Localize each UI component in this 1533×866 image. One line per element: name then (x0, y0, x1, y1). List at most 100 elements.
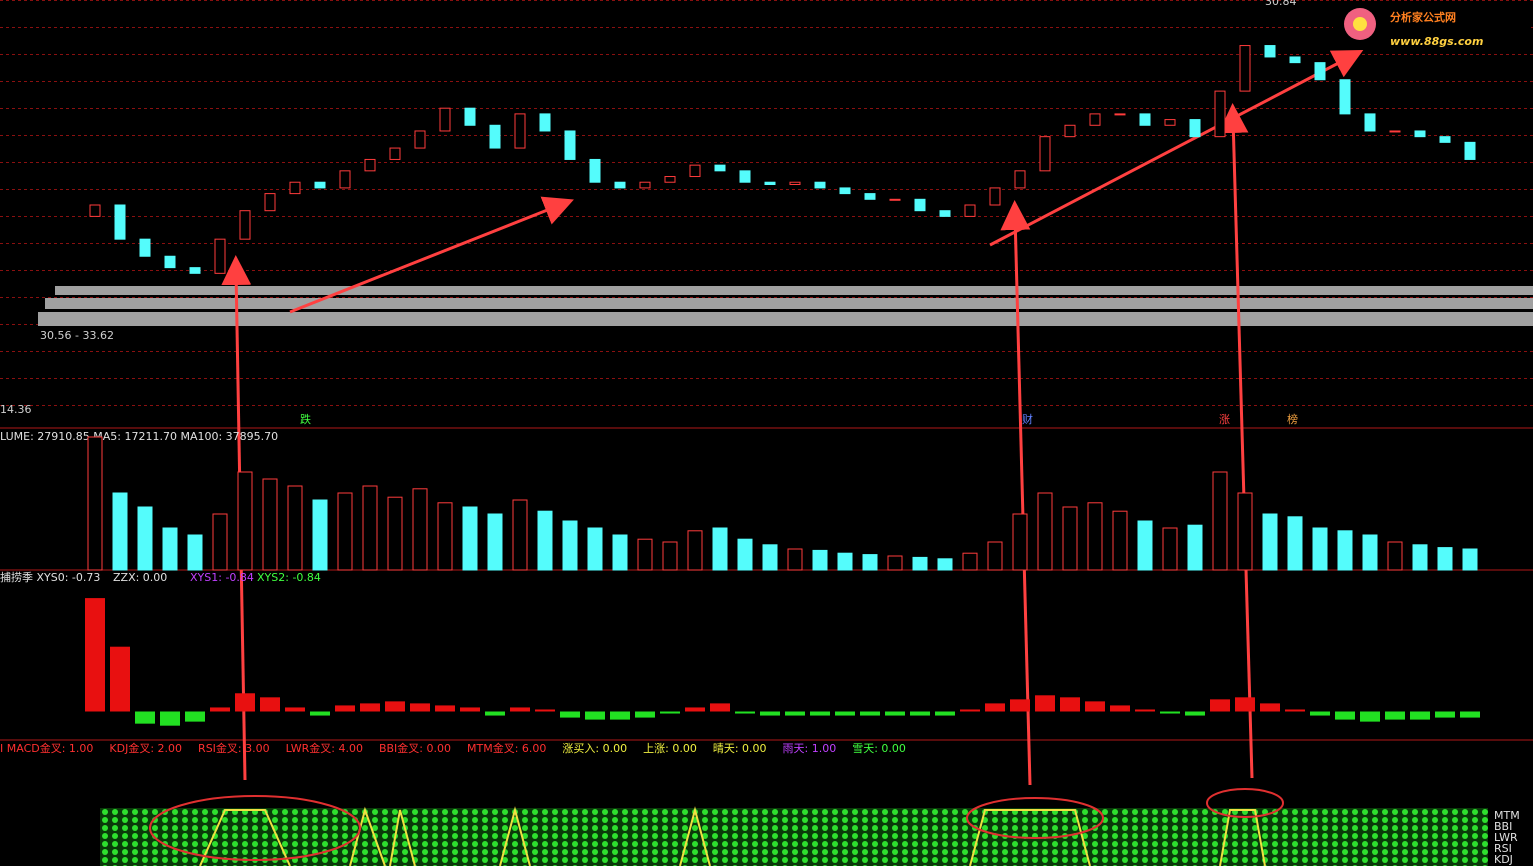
candle (614, 181, 626, 189)
indicator-bar (210, 707, 230, 712)
indicator-bar (635, 711, 655, 718)
indicator-bar (1460, 711, 1480, 718)
indicator-bar (710, 703, 730, 712)
volume-bar (837, 552, 853, 571)
volume-bar (1462, 548, 1478, 571)
candle (289, 181, 301, 195)
candle (914, 198, 926, 212)
candle (689, 164, 701, 178)
indicator-bar (785, 711, 805, 716)
volume-bar (337, 492, 353, 571)
side-label: MTM (1494, 809, 1520, 822)
indicator-bar (1260, 703, 1280, 712)
indicator-bar (1110, 705, 1130, 712)
candle (564, 130, 576, 160)
indicator-bar (1160, 711, 1180, 714)
volume-bar (137, 506, 153, 571)
signal-label: BBI金叉: 0.00 (379, 741, 451, 755)
volume-bar (1087, 502, 1103, 571)
volume-bar (462, 506, 478, 571)
marker: 涨 (1219, 413, 1230, 426)
volume-bar (762, 544, 778, 571)
candle (739, 170, 751, 183)
indicator-bar (460, 707, 480, 712)
candle (1239, 45, 1251, 92)
volume-bar (1137, 520, 1153, 571)
price-label: 14.36 (0, 403, 32, 416)
volume-legend: LUME: 27910.85 MA5: 17211.70 MA100: 3789… (0, 430, 278, 443)
volume-bar (362, 485, 378, 571)
candle (789, 181, 801, 186)
volume-bar (1162, 527, 1178, 571)
indicator-bar (760, 711, 780, 716)
indicator-bar (560, 711, 580, 718)
volume-bar (412, 488, 428, 571)
indicator-bar (335, 705, 355, 712)
volume-bar (312, 499, 328, 571)
candle (364, 158, 376, 172)
indicator-legend: 捕捞季 XYS0: -0.73 (0, 570, 100, 584)
candle (189, 267, 201, 274)
volume-bar (862, 554, 878, 571)
indicator-bar (1360, 711, 1380, 722)
candle (1414, 130, 1426, 138)
indicator-bar (285, 707, 305, 712)
candle (1464, 141, 1476, 160)
volume-bar (212, 513, 228, 571)
indicator-bar (910, 711, 930, 716)
candle (864, 193, 876, 200)
price-label: 30.84 (1265, 0, 1297, 8)
volume-bar (1112, 510, 1128, 571)
candle (714, 164, 726, 172)
volume-bar (737, 538, 753, 571)
side-label: BBI (1494, 820, 1512, 833)
indicator-bar (485, 711, 505, 716)
indicator-bar (1410, 711, 1430, 720)
volume-bar (262, 478, 278, 571)
signal-shapes (199, 806, 1266, 866)
volume-bar (287, 485, 303, 571)
signal-label: 上涨: 0.00 (643, 742, 697, 755)
volume-bar (487, 513, 503, 571)
candle (1364, 113, 1376, 132)
candle (489, 124, 501, 149)
candle (464, 107, 476, 126)
candle (1439, 136, 1451, 143)
candle (1214, 90, 1226, 138)
side-label: KDJ (1494, 853, 1513, 866)
indicator-bar (610, 711, 630, 720)
indicator-bar (735, 711, 755, 714)
volume-bar (712, 527, 728, 571)
candle (539, 113, 551, 132)
gray-band (38, 312, 1533, 326)
volume-bar (1412, 544, 1428, 571)
indicator-bar (660, 711, 680, 714)
indicator-bar (1235, 697, 1255, 712)
candle (839, 187, 851, 195)
candle (1389, 130, 1401, 133)
indicator-legend: ZZX: 0.00 (113, 571, 167, 584)
volume-bar (237, 471, 253, 571)
indicator-bar (1060, 697, 1080, 712)
indicator-bar (1335, 711, 1355, 720)
indicator-legend: XYS2: -0.84 (257, 571, 321, 584)
marker: 财 (1022, 412, 1033, 426)
volume-bar (1012, 513, 1028, 571)
indicator-bar (1285, 709, 1305, 712)
candle (389, 147, 401, 160)
volume-bar (1312, 527, 1328, 571)
indicator-bar (360, 703, 380, 712)
volume-bar (962, 552, 978, 571)
volume-bar (187, 534, 203, 571)
volume-bar (1387, 541, 1403, 571)
indicator-bar (160, 711, 180, 726)
candle (964, 204, 976, 217)
side-label: LWR (1494, 831, 1518, 844)
candle (239, 210, 251, 240)
indicator-bar (960, 709, 980, 712)
candle (1114, 113, 1126, 116)
indicator-bar (685, 707, 705, 712)
volume-bar (637, 538, 653, 571)
candle (1339, 79, 1351, 115)
side-label: RSI (1494, 842, 1512, 855)
